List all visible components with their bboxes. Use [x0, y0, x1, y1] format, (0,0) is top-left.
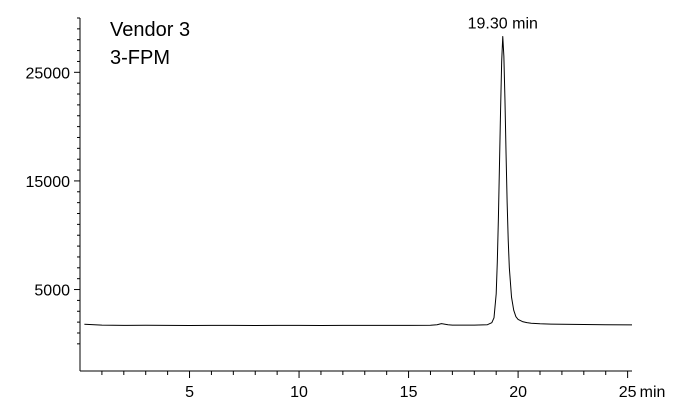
- ticks: [74, 17, 629, 378]
- x-tick-label: 10: [290, 384, 308, 400]
- x-unit-label: min: [640, 384, 666, 400]
- tick-labels: 5000 15000 25000 5 10 15 20 25: [26, 65, 637, 400]
- y-tick-label: 5000: [34, 283, 70, 300]
- axes: [79, 18, 632, 372]
- peak-label: 19.30 min: [468, 15, 538, 32]
- y-tick-label: 15000: [26, 174, 71, 191]
- series-group: [84, 35, 633, 326]
- y-tick-label: 25000: [26, 65, 71, 82]
- x-tick-label: 15: [400, 384, 418, 400]
- x-tick-label: 20: [509, 384, 527, 400]
- x-tick-label: 5: [185, 384, 194, 400]
- annotation-vendor: Vendor 3: [110, 19, 190, 41]
- x-tick-label: 25: [619, 384, 637, 400]
- annotation-compound: 3-FPM: [110, 47, 170, 69]
- series-line: [84, 35, 633, 326]
